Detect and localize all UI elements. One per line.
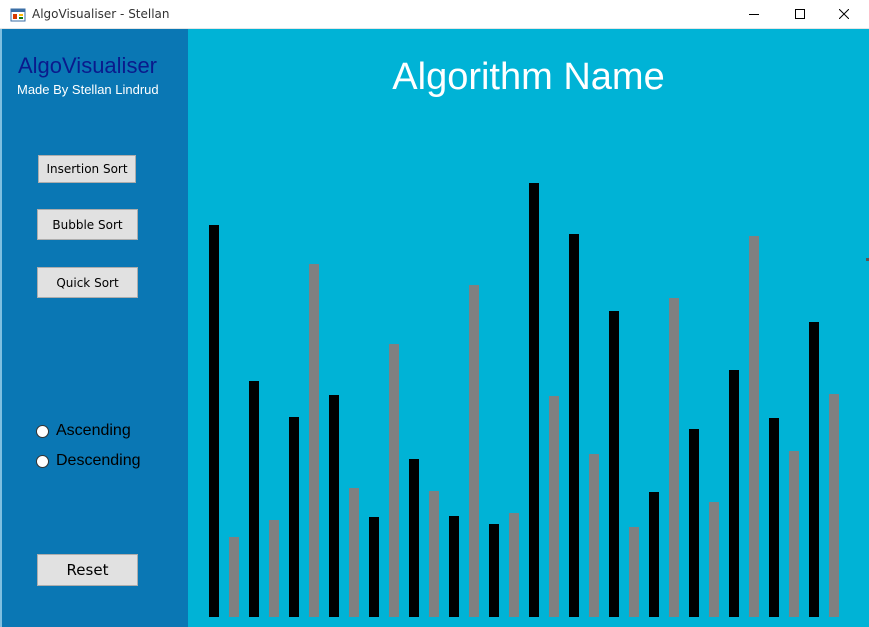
window-edge-mark — [866, 258, 869, 261]
radio-circle-icon[interactable] — [36, 454, 49, 468]
algorithm-name-title: Algorithm Name — [392, 56, 665, 98]
ascending-radio[interactable]: Ascending — [36, 422, 131, 440]
descending-radio[interactable]: Descending — [36, 452, 141, 470]
ascending-label: Ascending — [56, 422, 131, 439]
insertion-sort-button[interactable]: Insertion Sort — [38, 155, 136, 183]
sidebar-panel — [0, 29, 188, 627]
visualisation-canvas — [188, 29, 869, 627]
minimize-button[interactable] — [731, 0, 777, 28]
radio-circle-icon[interactable] — [36, 424, 49, 438]
winforms-app-icon — [10, 8, 26, 22]
maximize-icon — [795, 9, 805, 19]
bubble-sort-button[interactable]: Bubble Sort — [37, 209, 138, 240]
window-titlebar[interactable]: AlgoVisualiser - Stellan — [0, 0, 869, 29]
minimize-icon — [749, 14, 759, 15]
window-title: AlgoVisualiser - Stellan — [32, 7, 170, 21]
app-subtitle: Made By Stellan Lindrud — [17, 82, 159, 97]
close-button[interactable] — [821, 0, 867, 28]
quick-sort-button[interactable]: Quick Sort — [37, 267, 138, 298]
maximize-button[interactable] — [777, 0, 823, 28]
close-icon — [839, 9, 849, 19]
descending-label: Descending — [56, 452, 141, 469]
reset-button[interactable]: Reset — [37, 554, 138, 586]
app-title: AlgoVisualiser — [18, 53, 158, 78]
